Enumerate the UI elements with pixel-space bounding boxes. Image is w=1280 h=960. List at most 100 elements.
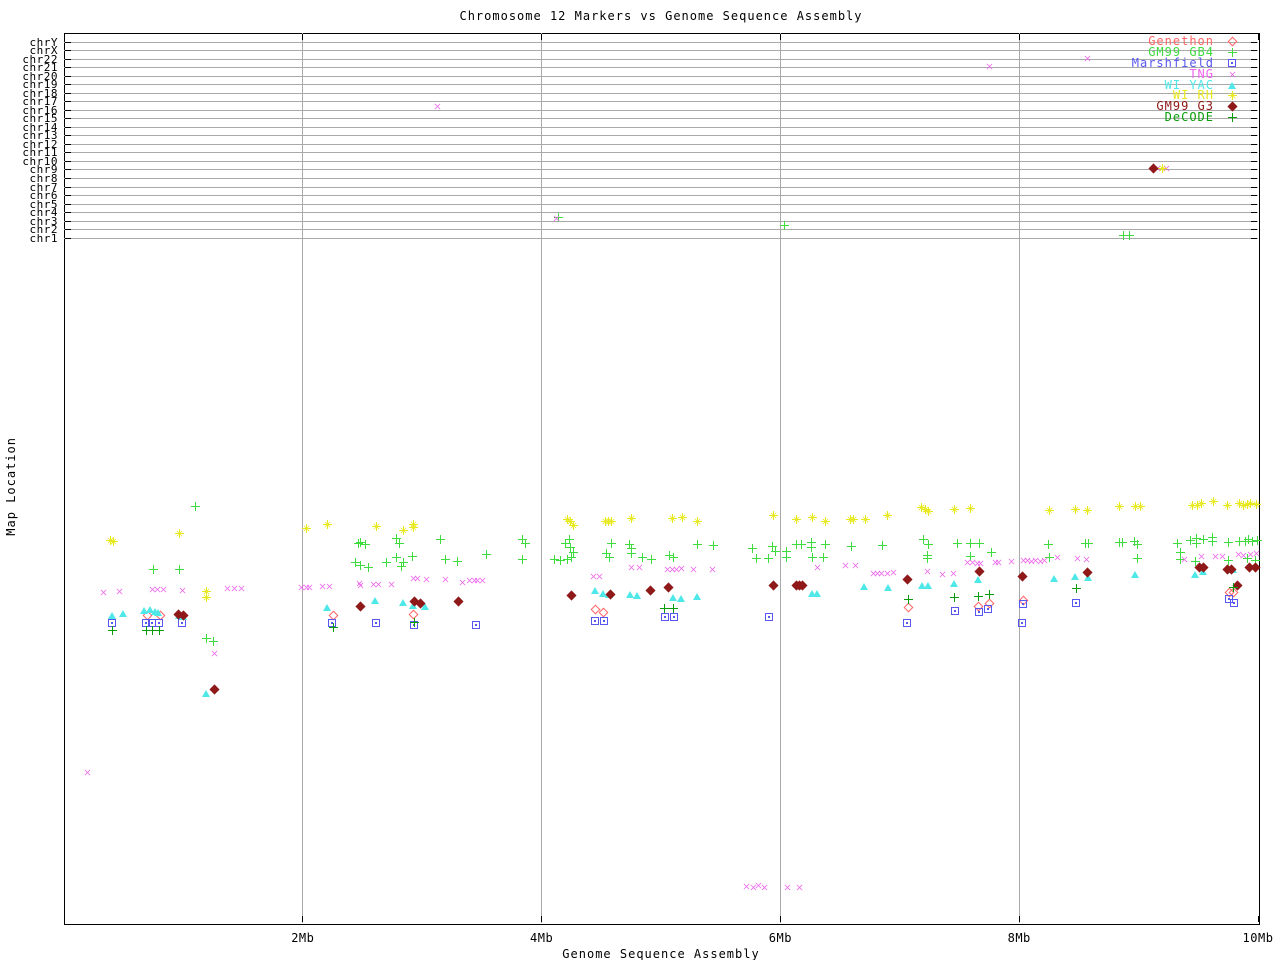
marker-gm99-gb4 xyxy=(974,538,984,548)
legend-row: GM99 GB4 xyxy=(1044,46,1250,58)
marker-tng xyxy=(812,562,822,572)
marker-gm99-gb4 xyxy=(751,553,761,563)
marker-wi-yac xyxy=(1130,569,1140,579)
marker-wi-rh xyxy=(568,520,578,530)
y-tick-label: chr1 xyxy=(29,231,58,245)
marker-wi-yac xyxy=(118,608,128,618)
marker-decode xyxy=(147,625,157,635)
x-tick-label: 10Mb xyxy=(1242,931,1274,945)
y-tick xyxy=(65,84,71,86)
marker-gm99-gb4 xyxy=(350,557,360,567)
marker-gm99-gb4 xyxy=(877,540,887,550)
marker-tng xyxy=(888,567,898,577)
marker-gm99-g3 xyxy=(1250,562,1260,572)
marker-gm99-gb4 xyxy=(626,543,636,553)
marker-gm99-g3 xyxy=(768,580,778,590)
marker-gm99-g3 xyxy=(355,601,365,611)
chromosome-gridline xyxy=(64,118,1258,120)
marker-gm99-gb4 xyxy=(1191,533,1201,543)
marker-gm99-gb4 xyxy=(1243,534,1253,544)
marker-wi-yac xyxy=(1049,573,1059,583)
legend-row: Marshfield xyxy=(1044,57,1250,69)
marker-wi-yac xyxy=(590,585,600,595)
marker-gm99-gb4 xyxy=(791,539,801,549)
marker-wi-rh xyxy=(1157,163,1167,173)
marker-gm99-gb4 xyxy=(1223,555,1233,565)
marker-gm99-g3 xyxy=(1226,564,1236,574)
marker-wi-yac xyxy=(676,593,686,603)
marker-gm99-gb4 xyxy=(407,551,417,561)
marker-wi-rh xyxy=(949,504,959,514)
marker-gm99-gb4 xyxy=(1223,537,1233,547)
chromosome-gridline xyxy=(64,143,1258,145)
marker-wi-yac xyxy=(883,582,893,592)
marker-gm99-g3 xyxy=(178,610,188,620)
marker-decode xyxy=(973,591,983,601)
marker-gm99-gb4 xyxy=(708,540,718,550)
marker-wi-rh xyxy=(1114,501,1124,511)
marker-wi-rh xyxy=(371,521,381,531)
chromosome-gridline xyxy=(64,195,1258,197)
marker-tng xyxy=(676,563,686,573)
y-tick xyxy=(1251,41,1257,43)
plot-area xyxy=(64,33,1260,925)
y-tick xyxy=(65,203,71,205)
marker-wi-rh xyxy=(108,536,118,546)
y-tick-label: chr10 xyxy=(22,154,58,168)
marker-wi-rh xyxy=(848,514,858,524)
marker-wi-yac xyxy=(201,688,211,698)
y-tick xyxy=(1251,109,1257,111)
y-tick xyxy=(65,118,71,120)
marker-gm99-gb4 xyxy=(1083,538,1093,548)
marker-wi-yac xyxy=(807,588,817,598)
marker-gm99-gb4 xyxy=(604,552,614,562)
marker-wi-yac xyxy=(139,605,149,615)
marker-gm99-gb4 xyxy=(779,220,789,230)
x-tick xyxy=(1257,916,1259,922)
marker-gm99-gb4 xyxy=(1132,539,1142,549)
x-tick-label: 6Mb xyxy=(768,931,792,945)
y-tick xyxy=(65,195,71,197)
x-gridline xyxy=(302,33,304,923)
legend-marker-icon xyxy=(1227,36,1237,47)
marker-wi-rh xyxy=(965,503,975,513)
marker-tng xyxy=(1217,551,1227,561)
marker-wi-yac xyxy=(1190,569,1200,579)
legend-marker xyxy=(1214,113,1250,123)
legend-marker-icon xyxy=(1227,47,1237,57)
chromosome-gridline xyxy=(64,84,1258,86)
y-tick xyxy=(65,160,71,162)
y-tick xyxy=(65,186,71,188)
x-tick xyxy=(302,916,304,922)
marker-wi-rh xyxy=(860,514,870,524)
y-tick xyxy=(65,58,71,60)
y-tick xyxy=(1251,101,1257,103)
chromosome-gridline xyxy=(64,229,1258,231)
marker-wi-rh xyxy=(201,592,211,602)
y-tick-label: chrX xyxy=(29,44,58,58)
chromosome-gridline xyxy=(64,186,1258,188)
marker-tng xyxy=(1179,554,1189,564)
marker-gm99-g3 xyxy=(566,590,576,600)
marker-decode xyxy=(984,589,994,599)
marker-gm99-gb4 xyxy=(1124,230,1134,240)
marker-wi-rh xyxy=(1070,504,1080,514)
marker-wi-yac xyxy=(322,602,332,612)
marker-wi-rh xyxy=(677,512,687,522)
marker-gm99-gb4 xyxy=(1252,535,1262,545)
marker-gm99-gb4 xyxy=(818,552,828,562)
y-tick xyxy=(1251,169,1257,171)
chromosome-gridline xyxy=(64,41,1258,43)
y-tick xyxy=(65,67,71,69)
marker-gm99-gb4 xyxy=(565,542,575,552)
marker-marshfield xyxy=(599,616,609,626)
marker-wi-rh xyxy=(174,528,184,538)
marker-wi-rh xyxy=(791,514,801,524)
y-tick xyxy=(1251,160,1257,162)
marker-wi-yac xyxy=(917,580,927,590)
y-tick xyxy=(1251,203,1257,205)
marker-decode xyxy=(1071,583,1081,593)
marker-gm99-g3 xyxy=(1017,571,1027,581)
marker-gm99-g3 xyxy=(1148,163,1158,173)
marker-gm99-gb4 xyxy=(201,633,211,643)
